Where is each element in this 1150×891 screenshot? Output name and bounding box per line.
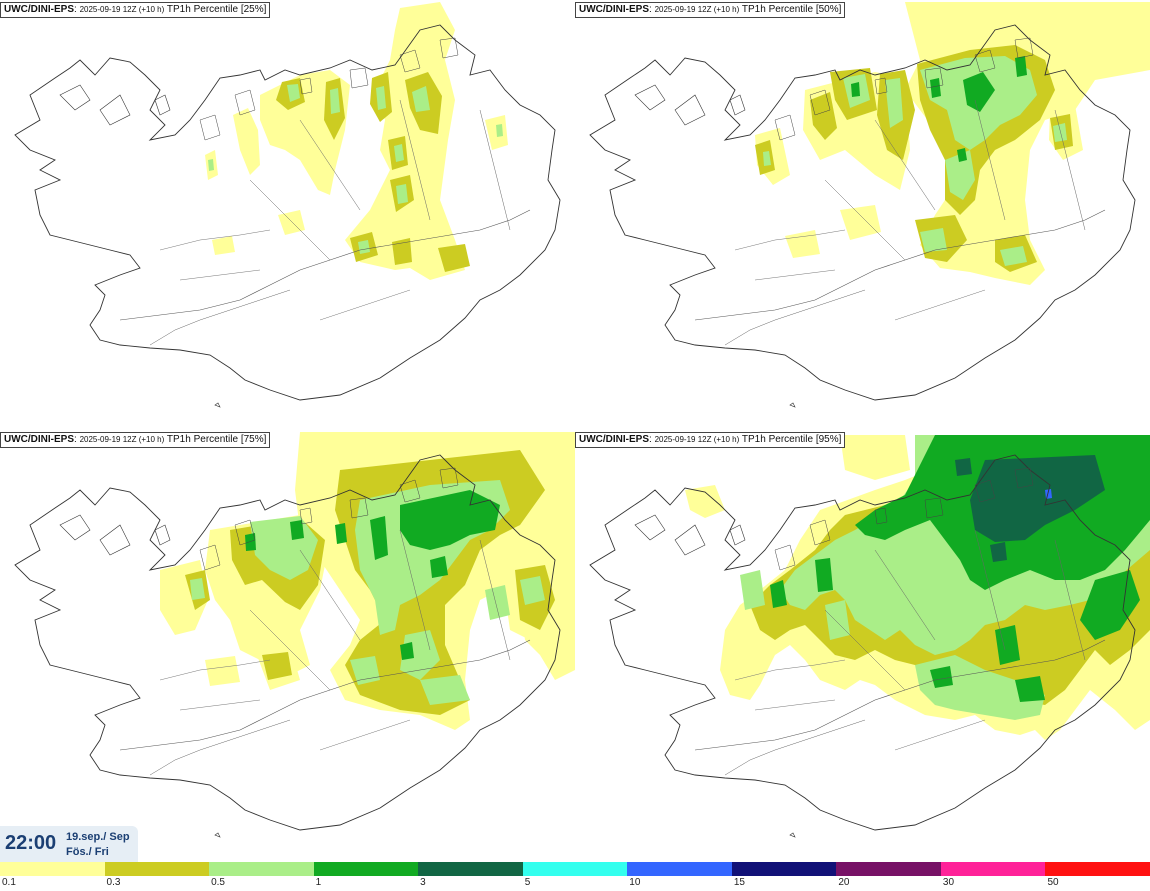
valid-time-box: 22:00 19.sep./ Sep Fös./ Fri [0, 826, 138, 862]
legend-swatch [940, 862, 1046, 876]
legend-swatch [731, 862, 837, 876]
map-panel-p25: UWC/DINI-EPS: 2025-09-19 12Z (+10 h) TP1… [0, 0, 575, 430]
legend-label: 0.1 [2, 877, 16, 888]
legend-label: 3 [420, 877, 426, 888]
valid-date: 19.sep./ Sep [66, 831, 130, 843]
valid-day: Fös./ Fri [66, 846, 109, 858]
map-panel-p50: UWC/DINI-EPS: 2025-09-19 12Z (+10 h) TP1… [575, 0, 1150, 430]
legend-swatch [627, 862, 732, 876]
legend-label: 20 [838, 877, 850, 888]
legend-label: 30 [942, 877, 955, 888]
legend-swatch [522, 862, 628, 876]
legend-label: 15 [733, 877, 745, 888]
panel-title-p95: UWC/DINI-EPS: 2025-09-19 12Z (+10 h) TP1… [575, 432, 846, 448]
legend-label: 0.5 [211, 877, 225, 888]
valid-time: 22:00 [5, 832, 57, 854]
legend-label: 10 [629, 877, 641, 888]
legend-swatch [313, 862, 419, 876]
legend-colorbar [0, 862, 1150, 876]
panel-title-p75: UWC/DINI-EPS: 2025-09-19 12Z (+10 h) TP1… [0, 432, 271, 448]
legend-label: 1 [315, 877, 322, 888]
panel-title-p50: UWC/DINI-EPS: 2025-09-19 12Z (+10 h) TP1… [575, 2, 846, 18]
legend-label: 0.3 [106, 877, 121, 888]
precip-map-p25 [14, 2, 561, 408]
precip-legend: 0.1 0.3 0.5 1 3 5 10 15 20 30 50 [0, 862, 1150, 891]
precip-map-p50 [589, 2, 1150, 408]
precip-map-p75 [14, 432, 575, 838]
legend-swatch [836, 862, 941, 876]
map-panel-p95: UWC/DINI-EPS: 2025-09-19 12Z (+10 h) TP1… [575, 430, 1150, 860]
legend-label: 5 [524, 877, 531, 888]
legend-swatch [104, 862, 210, 876]
legend-swatch [209, 862, 314, 876]
legend-swatch [0, 862, 105, 876]
panel-title-p25: UWC/DINI-EPS: 2025-09-19 12Z (+10 h) TP1… [0, 2, 271, 18]
map-panel-p75: UWC/DINI-EPS: 2025-09-19 12Z (+10 h) TP1… [0, 430, 575, 860]
legend-swatch [418, 862, 523, 876]
precip-map-p95 [589, 435, 1150, 838]
legend-swatch [1045, 862, 1150, 876]
legend-label: 50 [1047, 877, 1059, 888]
